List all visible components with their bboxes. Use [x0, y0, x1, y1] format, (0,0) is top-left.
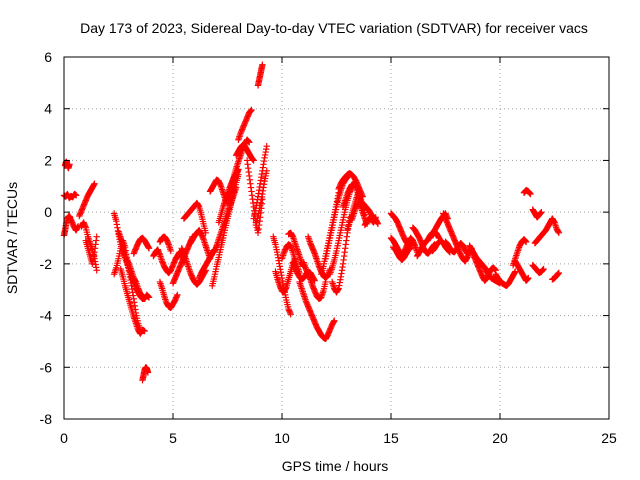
tick-marks [63, 56, 610, 420]
data-point [141, 327, 148, 335]
y-axis-label: SDTVAR / TECUs [4, 182, 20, 294]
data-point [91, 180, 98, 187]
data-point [555, 229, 563, 237]
data-point [246, 139, 253, 146]
y-axis-tick-labels: -8 -6 -4 -2 0 2 4 6 [40, 49, 53, 427]
data-point [144, 369, 152, 376]
data-point [540, 265, 547, 273]
data-point [141, 295, 148, 302]
x-tick-label: 20 [492, 430, 508, 446]
data-point [331, 317, 338, 324]
data-point [145, 245, 153, 252]
x-tick-label: 25 [601, 430, 617, 446]
y-tick-label: 4 [44, 101, 52, 117]
y-tick-label: 0 [44, 204, 52, 220]
data-point [93, 267, 100, 274]
data-point [372, 214, 379, 221]
y-tick-label: 2 [44, 152, 52, 168]
data-points-layer [60, 61, 563, 384]
data-point [555, 269, 563, 277]
data-point [287, 311, 294, 318]
data-point [464, 250, 471, 257]
x-axis-tick-labels: 0 5 10 15 20 25 [60, 430, 617, 446]
y-tick-label: -8 [40, 411, 53, 427]
y-tick-label: -2 [40, 256, 53, 272]
data-point [167, 247, 175, 255]
data-point [145, 294, 153, 301]
x-tick-label: 5 [169, 430, 177, 446]
data-point [233, 184, 240, 191]
data-point [527, 190, 534, 198]
y-tick-label: 6 [44, 49, 52, 65]
data-point [250, 157, 257, 164]
data-point [263, 143, 270, 150]
data-point [374, 220, 382, 227]
data-point [263, 167, 270, 174]
data-point [66, 161, 73, 168]
data-point [522, 238, 530, 246]
chart-title: Day 173 of 2023, Sidereal Day-to-day VTE… [80, 20, 588, 36]
data-point [525, 274, 532, 282]
data-point [538, 208, 545, 216]
x-tick-label: 15 [383, 430, 399, 446]
y-tick-label: -6 [40, 359, 53, 375]
data-point [512, 268, 519, 275]
x-axis-label: GPS time / hours [282, 458, 389, 474]
plot-frame [63, 56, 610, 420]
data-point [73, 192, 80, 199]
data-point [259, 61, 266, 68]
data-point [93, 233, 100, 240]
data-point [407, 245, 414, 252]
y-tick-label: -4 [40, 308, 53, 324]
data-point [174, 291, 181, 299]
data-point [248, 106, 255, 114]
x-tick-label: 0 [60, 430, 68, 446]
x-tick-label: 10 [274, 430, 290, 446]
